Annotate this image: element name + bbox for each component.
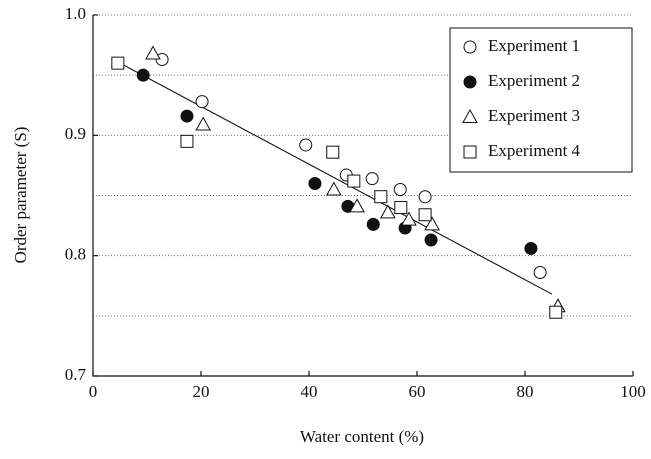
marker (401, 211, 417, 226)
marker (418, 208, 432, 222)
marker (326, 145, 340, 159)
legend-marker (463, 40, 477, 54)
marker (424, 216, 440, 231)
y-tick-label: 0.8 (65, 245, 86, 264)
y-axis-label: Order parameter (S) (11, 127, 30, 264)
marker (379, 204, 396, 219)
legend-marker (462, 108, 478, 123)
marker (111, 56, 125, 70)
y-tick-label: 0.7 (65, 365, 87, 384)
marker (366, 217, 380, 231)
marker (394, 201, 408, 215)
legend-marker (463, 75, 477, 89)
marker (365, 172, 379, 186)
marker (299, 138, 313, 152)
marker (393, 182, 407, 196)
marker (145, 45, 161, 60)
x-tick-label: 20 (193, 382, 210, 401)
marker (136, 68, 150, 82)
marker (180, 109, 194, 123)
y-tick-label: 1.0 (65, 4, 86, 23)
marker (347, 174, 361, 188)
x-tick-label: 60 (409, 382, 426, 401)
marker (325, 181, 342, 196)
legend-label: Experiment 1 (488, 36, 580, 55)
x-tick-label: 0 (89, 382, 98, 401)
marker (374, 190, 388, 204)
marker (549, 305, 563, 319)
legend-box (449, 27, 633, 173)
x-tick-label: 80 (517, 382, 534, 401)
marker (308, 176, 322, 190)
x-axis-label: Water content (%) (300, 427, 424, 446)
marker (180, 134, 194, 148)
marker (195, 95, 209, 109)
legend-label: Experiment 2 (488, 71, 580, 90)
x-tick-label: 40 (301, 382, 318, 401)
marker (524, 241, 538, 255)
x-tick-label: 100 (620, 382, 646, 401)
y-tick-label: 0.9 (65, 124, 86, 143)
legend-label: Experiment 4 (488, 141, 581, 160)
trend-line (119, 62, 553, 295)
legend-marker (463, 145, 477, 159)
marker (195, 116, 212, 131)
marker (418, 190, 432, 204)
legend-label: Experiment 3 (488, 106, 580, 125)
marker (349, 198, 365, 213)
marker (533, 266, 547, 280)
marker (424, 233, 438, 247)
